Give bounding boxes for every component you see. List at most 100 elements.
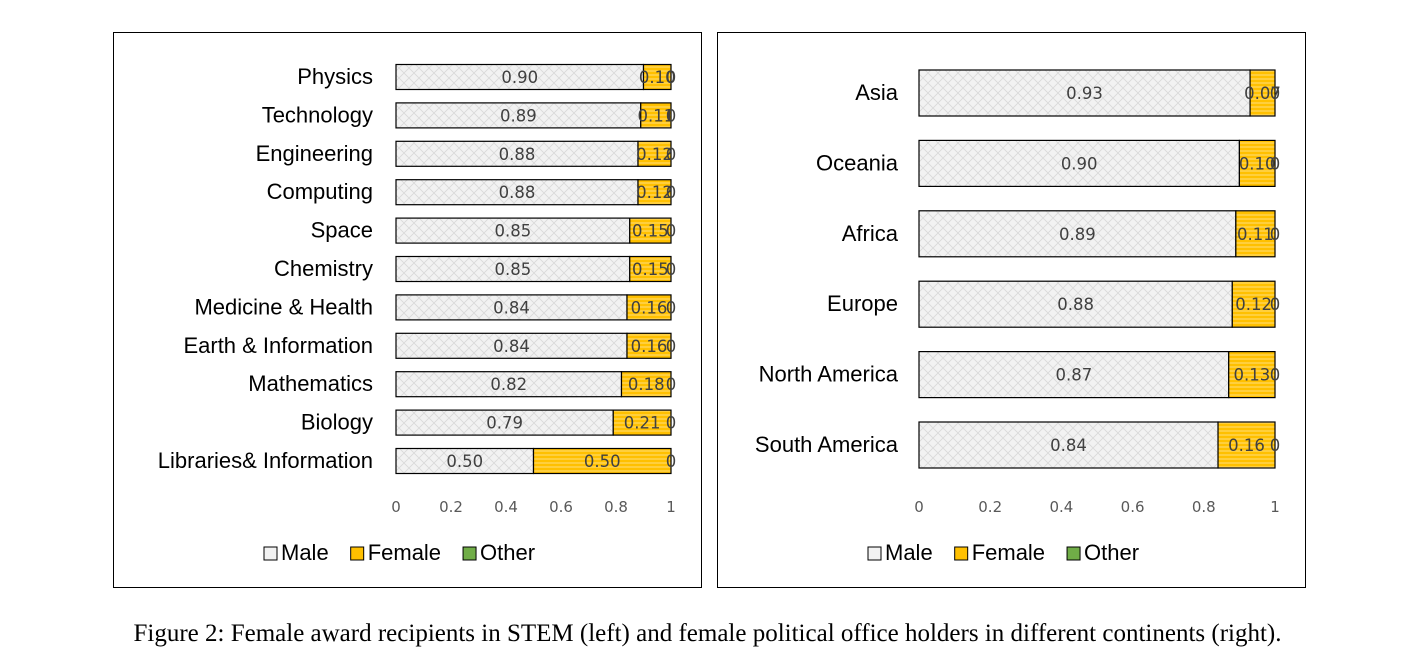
female-legend-swatch bbox=[350, 546, 365, 561]
category-label: Engineering bbox=[256, 141, 373, 166]
male-value-label: 0.85 bbox=[495, 222, 532, 241]
other-value-label: 0 bbox=[666, 145, 677, 164]
category-label: Computing bbox=[267, 179, 373, 204]
other-value-label: 0 bbox=[666, 452, 677, 471]
other-legend-label: Other bbox=[480, 540, 535, 565]
female-value-label: 0.15 bbox=[632, 260, 669, 279]
male-bar-segment bbox=[395, 140, 639, 167]
other-value-label: 0 bbox=[1270, 295, 1281, 314]
female-value-label: 0.07 bbox=[1244, 84, 1281, 103]
male-bar-segment bbox=[395, 332, 628, 359]
category-label: Biology bbox=[301, 410, 373, 435]
female-value-label: 0.12 bbox=[1235, 295, 1272, 314]
category-label: South America bbox=[755, 432, 899, 457]
other-value-label: 0 bbox=[666, 222, 677, 241]
stem-awards-chart: Physics 0.90 0.10 0 Technology 0.89 0.11 0 Engin… bbox=[113, 32, 702, 588]
category-label: Europe bbox=[827, 291, 898, 316]
category-label: Asia bbox=[855, 80, 899, 105]
female-bar-segment bbox=[1217, 421, 1276, 469]
male-value-label: 0.84 bbox=[1050, 436, 1087, 455]
male-bar-segment bbox=[395, 409, 614, 436]
male-bar-segment bbox=[918, 421, 1219, 469]
x-tick-label: 0.4 bbox=[1049, 498, 1073, 516]
female-value-label: 0.50 bbox=[584, 452, 621, 471]
female-value-label: 0.12 bbox=[636, 145, 673, 164]
other-legend-label: Other bbox=[1084, 540, 1139, 565]
x-tick-label: 0.4 bbox=[494, 498, 518, 516]
category-label: Physics bbox=[297, 64, 373, 89]
male-value-label: 0.50 bbox=[446, 452, 483, 471]
female-bar-segment bbox=[629, 255, 672, 283]
male-value-label: 0.87 bbox=[1055, 366, 1092, 385]
female-bar-segment bbox=[637, 140, 672, 167]
female-legend-label: Female bbox=[972, 540, 1045, 565]
male-value-label: 0.90 bbox=[501, 68, 538, 87]
female-bar-segment bbox=[642, 63, 672, 91]
female-value-label: 0.11 bbox=[638, 106, 675, 125]
female-bar-segment bbox=[637, 179, 672, 206]
continents-office-chart: Asia 0.93 0.07 0 Oceania 0.90 0.10 0 Africa 0.89 0… bbox=[717, 32, 1306, 588]
male-bar-segment bbox=[918, 139, 1240, 188]
male-bar-segment bbox=[918, 69, 1251, 117]
category-label: Chemistry bbox=[274, 256, 373, 281]
female-legend-swatch bbox=[954, 546, 969, 561]
x-tick-label: 0.2 bbox=[978, 498, 1002, 516]
male-legend-swatch bbox=[867, 546, 882, 561]
female-value-label: 0.16 bbox=[631, 298, 668, 317]
female-bar-segment bbox=[620, 371, 672, 398]
female-bar-segment bbox=[1228, 351, 1276, 399]
male-legend-swatch bbox=[263, 546, 278, 561]
other-value-label: 0 bbox=[1270, 366, 1281, 385]
other-value-label: 0 bbox=[666, 260, 677, 279]
female-value-label: 0.12 bbox=[636, 183, 673, 202]
male-bar-segment bbox=[395, 179, 639, 206]
x-tick-label: 0.6 bbox=[1121, 498, 1145, 516]
male-value-label: 0.84 bbox=[493, 337, 530, 356]
x-tick-label: 0 bbox=[914, 498, 924, 516]
other-value-label: 0 bbox=[666, 375, 677, 394]
other-value-label: 0 bbox=[1270, 84, 1281, 103]
male-bar-segment bbox=[395, 63, 645, 91]
other-value-label: 0 bbox=[666, 414, 677, 433]
female-value-label: 0.11 bbox=[1237, 225, 1274, 244]
male-value-label: 0.93 bbox=[1066, 84, 1103, 103]
female-bar-segment bbox=[626, 332, 672, 359]
male-bar-segment bbox=[395, 294, 628, 321]
female-value-label: 0.16 bbox=[1228, 436, 1265, 455]
other-value-label: 0 bbox=[666, 106, 677, 125]
female-value-label: 0.10 bbox=[1239, 154, 1276, 173]
female-value-label: 0.15 bbox=[632, 222, 669, 241]
male-bar-segment bbox=[395, 447, 535, 475]
male-value-label: 0.90 bbox=[1061, 154, 1098, 173]
male-value-label: 0.89 bbox=[1059, 225, 1096, 244]
category-label: Technology bbox=[262, 102, 373, 127]
male-legend-label: Male bbox=[281, 540, 329, 565]
female-bar-segment bbox=[626, 294, 672, 321]
female-bar-segment bbox=[612, 409, 672, 436]
x-tick-label: 1 bbox=[666, 498, 676, 516]
female-bar-segment bbox=[629, 217, 672, 244]
male-bar-segment bbox=[918, 210, 1237, 258]
female-bar-segment bbox=[640, 102, 672, 129]
other-value-label: 0 bbox=[666, 68, 677, 87]
x-tick-label: 0.8 bbox=[604, 498, 628, 516]
figure-caption: Figure 2: Female award recipients in STE… bbox=[133, 620, 1282, 647]
male-value-label: 0.84 bbox=[493, 298, 530, 317]
category-label: Space bbox=[311, 218, 373, 243]
category-label: Medicine & Health bbox=[194, 294, 373, 319]
female-legend-label: Female bbox=[368, 540, 441, 565]
male-value-label: 0.79 bbox=[486, 414, 523, 433]
female-value-label: 0.13 bbox=[1233, 366, 1270, 385]
female-bar-segment bbox=[1238, 139, 1276, 188]
male-value-label: 0.88 bbox=[499, 145, 536, 164]
male-value-label: 0.85 bbox=[495, 260, 532, 279]
other-value-label: 0 bbox=[1270, 154, 1281, 173]
male-legend-label: Male bbox=[885, 540, 933, 565]
other-value-label: 0 bbox=[1270, 225, 1281, 244]
other-value-label: 0 bbox=[666, 298, 677, 317]
other-value-label: 0 bbox=[666, 183, 677, 202]
other-legend-swatch bbox=[1066, 546, 1081, 561]
category-label: Libraries& Information bbox=[158, 448, 373, 473]
